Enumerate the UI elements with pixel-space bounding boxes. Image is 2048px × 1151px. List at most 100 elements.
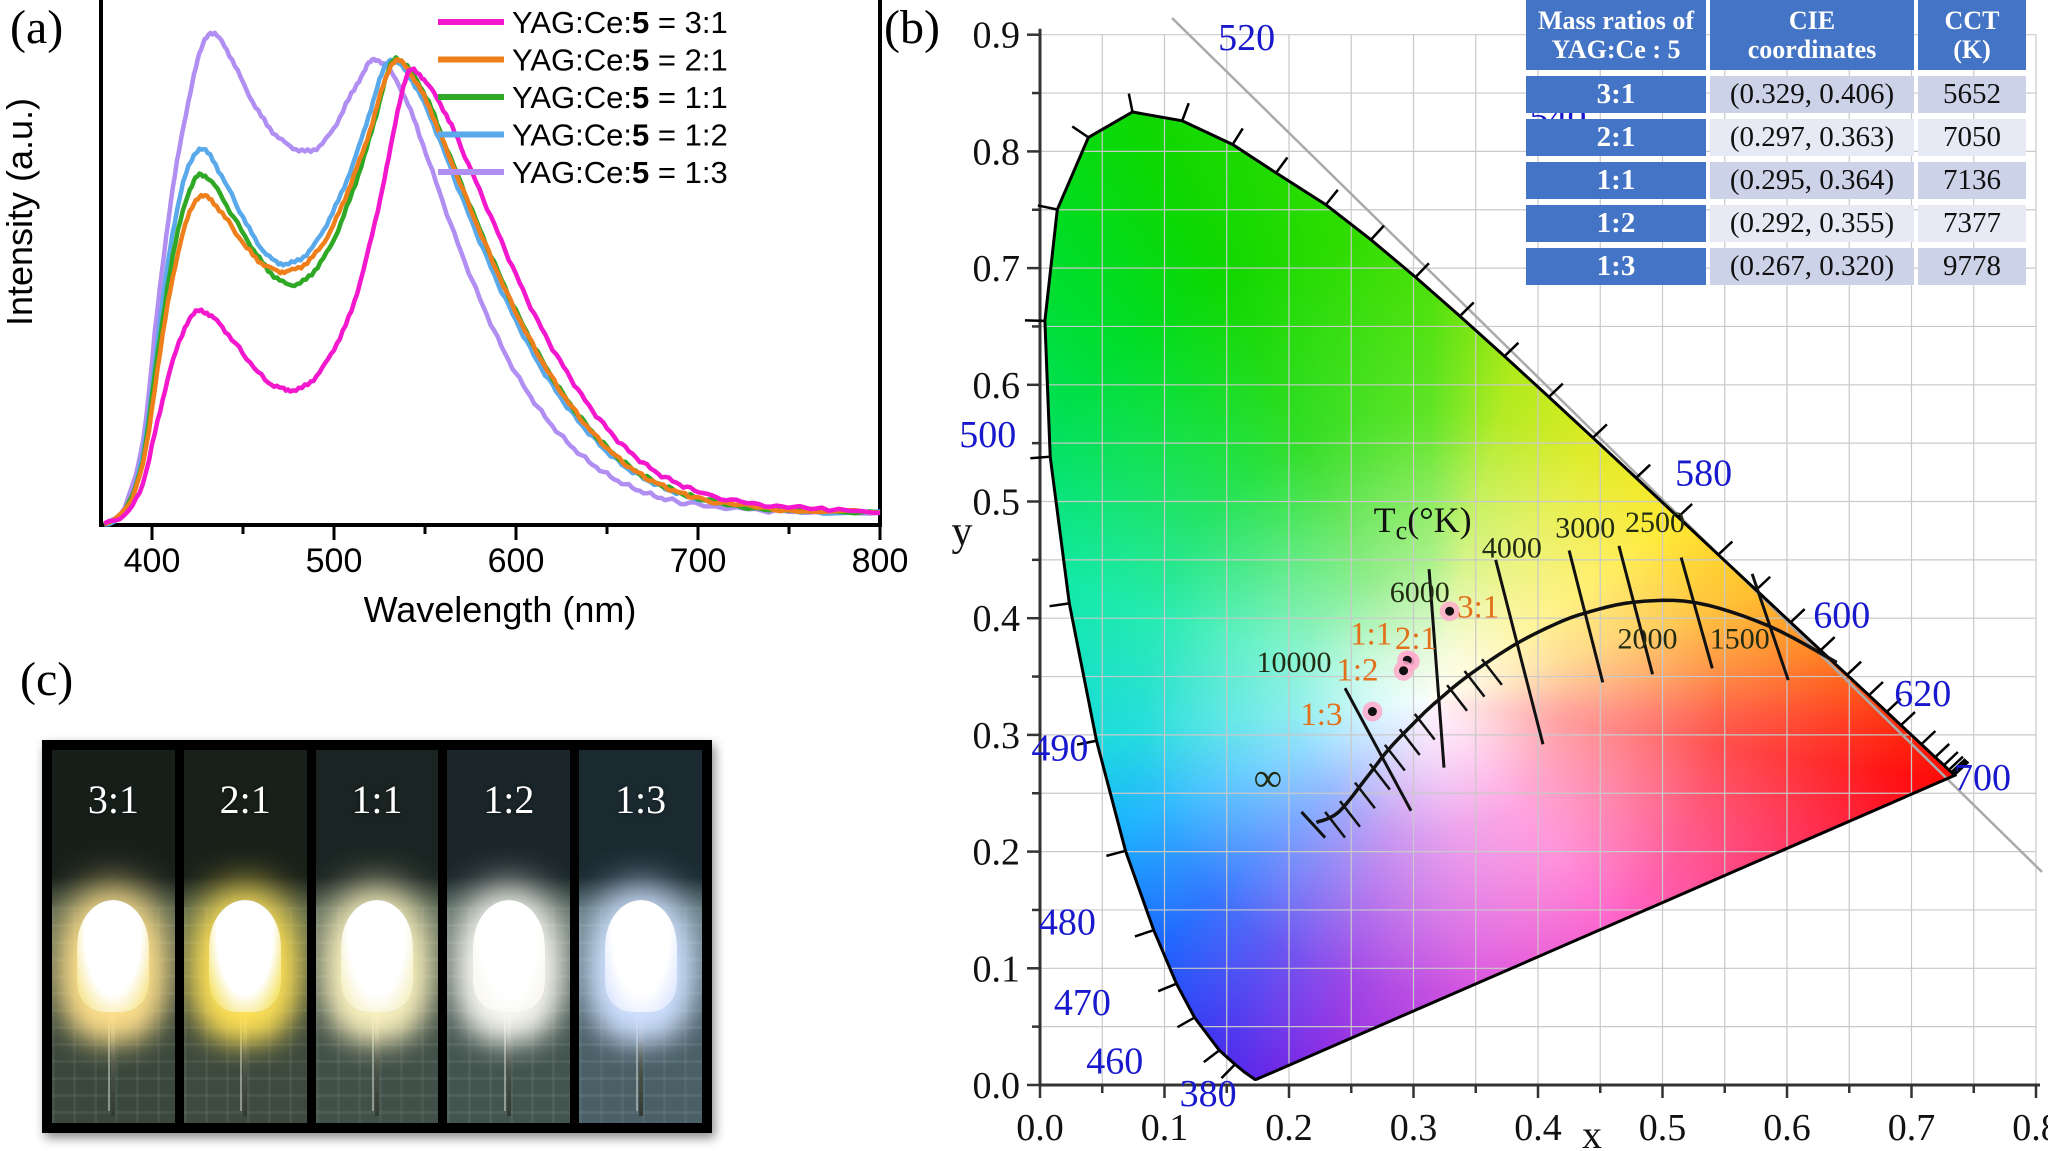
svg-text:0.7: 0.7	[1888, 1107, 1936, 1149]
panel-a-label: (a)	[10, 1, 64, 54]
led-ratio-label: 3:1	[87, 777, 139, 822]
cct-cell: 7377	[1918, 205, 2026, 243]
table-header-cell: Mass ratios of YAG:Ce : 5	[1526, 0, 1706, 71]
table-header-cell: CCT (K)	[1918, 0, 2026, 71]
x-axis-tick-labels: 400 500 600 700 800	[124, 542, 909, 580]
plot-frame	[99, 0, 882, 527]
led-wire	[108, 1008, 116, 1116]
legend-label: YAG:Ce:5 = 3:1	[512, 5, 728, 40]
svg-text:490: 490	[1031, 728, 1088, 770]
led-bulb	[604, 900, 677, 1012]
led-bulb	[209, 900, 282, 1012]
svg-text:480: 480	[1039, 902, 1096, 944]
table-header: Mass ratios of YAG:Ce : 5 CIE coordinates…	[1526, 0, 2026, 71]
cct-cell: 7050	[1918, 119, 2026, 157]
svg-text:600: 600	[488, 542, 545, 580]
led-ratio-label: 1:3	[615, 777, 667, 822]
led-photo-cell: 1:3	[579, 750, 702, 1123]
y-axis-title: Intensity (a.u.)	[0, 98, 40, 326]
table-header-cell: CIE coordinates	[1710, 0, 1914, 71]
svg-text:0.1: 0.1	[1141, 1107, 1189, 1149]
legend-label: YAG:Ce:5 = 1:2	[512, 118, 728, 153]
mass-ratio-cell: 1:1	[1526, 162, 1706, 200]
svg-text:800: 800	[852, 542, 909, 580]
led-photo-cell: 1:2	[447, 750, 571, 1123]
svg-text:0.1: 0.1	[973, 948, 1021, 990]
led-bulb	[340, 900, 413, 1012]
led-bulb	[472, 900, 545, 1012]
spectrum-curve-1:1	[103, 55, 881, 527]
legend-label: YAG:Ce:5 = 2:1	[512, 43, 728, 78]
spectrum-curve-2:1	[103, 57, 881, 527]
cct-cell: 9778	[1918, 248, 2026, 286]
led-bulb	[77, 900, 150, 1012]
led-wire	[371, 1008, 379, 1116]
svg-text:500: 500	[959, 414, 1016, 456]
mass-ratio-cell: 1:3	[1526, 248, 1706, 286]
y-axis-tick-labels: 0.0 0.1 0.2 0.3 0.4 0.5 0.6 0.7 0.8 0.9	[973, 15, 1021, 1107]
led-wire	[635, 1008, 643, 1116]
svg-text:700: 700	[1954, 757, 2011, 799]
svg-text:0.3: 0.3	[973, 715, 1021, 757]
svg-text:500: 500	[306, 542, 363, 580]
table-row: 1:2 (0.292, 0.355) 7377	[1526, 205, 2026, 243]
svg-text:0.9: 0.9	[973, 15, 1021, 57]
cie-coordinate-cell: (0.297, 0.363)	[1710, 119, 1914, 157]
cie-coordinate-cell: (0.292, 0.355)	[1710, 205, 1914, 243]
svg-text:0.2: 0.2	[973, 832, 1021, 874]
svg-text:0.5: 0.5	[973, 482, 1021, 524]
x-axis-ticks	[150, 525, 882, 540]
led-photo-strip: 3:1 2:1 1:1 1:2 1:3	[42, 740, 712, 1133]
x-axis-title: x	[1582, 1112, 1602, 1151]
panel-b-label: (b)	[884, 1, 940, 54]
svg-text:0.4: 0.4	[1514, 1107, 1562, 1149]
svg-text:400: 400	[124, 542, 181, 580]
led-ratio-label: 2:1	[219, 777, 271, 822]
led-photo-cell: 3:1	[52, 750, 175, 1123]
table-row: 3:1 (0.329, 0.406) 5652	[1526, 76, 2026, 114]
mass-ratio-cell: 1:2	[1526, 205, 1706, 243]
svg-text:0.4: 0.4	[973, 598, 1021, 640]
x-axis-tick-labels: 0.0 0.1 0.2 0.3 0.4 0.5 0.6 0.7 0.8	[1016, 1107, 2048, 1149]
led-wire	[503, 1008, 511, 1116]
emission-spectra-chart: 400 500 600 700 800 Wavelength (nm) Intensity …	[0, 0, 909, 630]
cct-cell: 5652	[1918, 76, 2026, 114]
table-body: 3:1 (0.329, 0.406) 5652 2:1 (0.297, 0.363) 70…	[1526, 76, 2026, 286]
svg-text:600: 600	[1813, 595, 1870, 637]
spectrum-curve-3:1	[103, 66, 880, 526]
led-ratio-label: 1:1	[351, 777, 403, 822]
svg-text:0.3: 0.3	[1390, 1107, 1438, 1149]
cie-coordinate-cell: (0.295, 0.364)	[1710, 162, 1914, 200]
led-photo-cell: 1:1	[315, 750, 439, 1123]
table-row: 1:3 (0.267, 0.320) 9778	[1526, 248, 2026, 286]
spectrum-curve-1:2	[104, 57, 881, 527]
mass-ratio-cell: 3:1	[1526, 76, 1706, 114]
cie-coordinate-cell: (0.267, 0.320)	[1710, 248, 1914, 286]
led-wire	[240, 1008, 248, 1116]
svg-text:0.6: 0.6	[1763, 1107, 1811, 1149]
svg-text:580: 580	[1675, 452, 1732, 494]
svg-text:0.0: 0.0	[973, 1065, 1021, 1107]
svg-text:0.5: 0.5	[1639, 1107, 1687, 1149]
svg-text:0.2: 0.2	[1265, 1107, 1313, 1149]
legend-label: YAG:Ce:5 = 1:1	[512, 80, 728, 115]
svg-text:460: 460	[1086, 1040, 1143, 1082]
panel-c-label: (c)	[20, 653, 74, 706]
svg-text:620: 620	[1894, 673, 1951, 715]
svg-text:700: 700	[670, 542, 727, 580]
cct-cell: 7136	[1918, 162, 2026, 200]
cie-coordinate-cell: (0.329, 0.406)	[1710, 76, 1914, 114]
led-photo-cell: 2:1	[183, 750, 307, 1123]
svg-text:470: 470	[1054, 982, 1111, 1024]
svg-text:0.8: 0.8	[973, 131, 1021, 173]
svg-text:0.0: 0.0	[1016, 1107, 1064, 1149]
mass-ratio-cell: 2:1	[1526, 119, 1706, 157]
led-ratio-label: 1:2	[483, 777, 535, 822]
spectrum-curve-1:3	[103, 30, 881, 527]
svg-text:520: 520	[1218, 17, 1275, 59]
svg-text:0.8: 0.8	[2012, 1107, 2048, 1149]
svg-text:0.7: 0.7	[973, 248, 1021, 290]
spectra-curves	[103, 30, 881, 527]
